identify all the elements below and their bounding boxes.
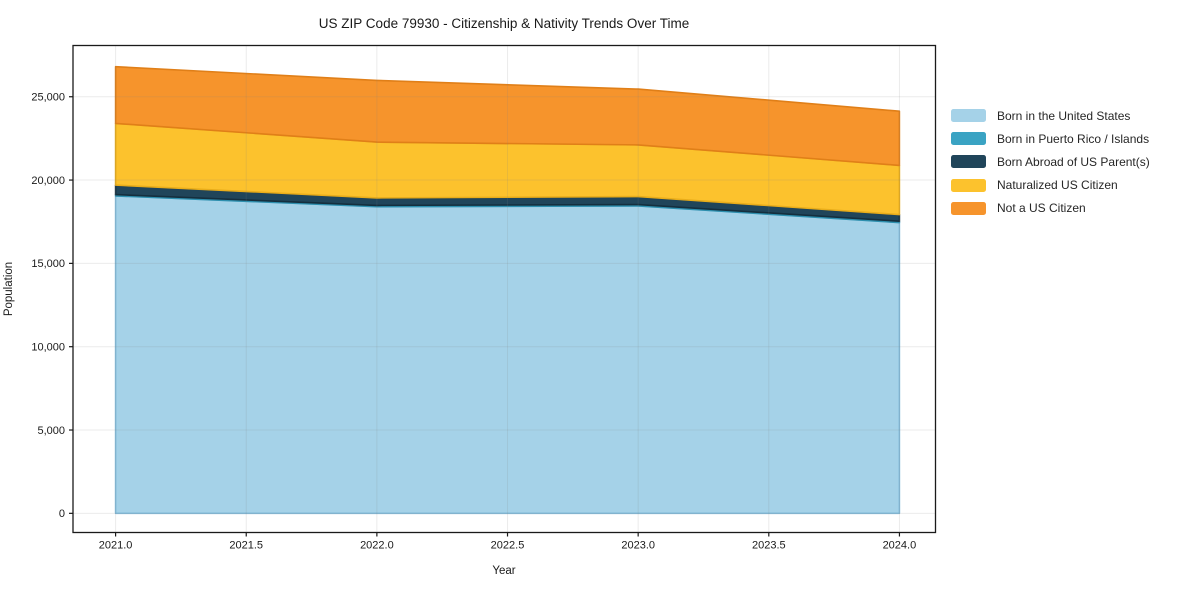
- legend-swatch-icon: [951, 132, 986, 146]
- legend-label: Born in the United States: [997, 108, 1131, 123]
- y-tick-label: 5,000: [37, 425, 65, 437]
- legend-swatch-icon: [951, 109, 986, 123]
- x-tick-label: 2021.0: [99, 540, 133, 552]
- x-tick-label: 2021.5: [229, 540, 263, 552]
- legend-item-naturalized-us-citizen: Naturalized US Citizen: [951, 174, 1150, 197]
- legend-item-born-in-the-united-states: Born in the United States: [951, 104, 1150, 127]
- y-tick-label: 0: [59, 508, 65, 520]
- y-tick-label: 20,000: [31, 175, 65, 187]
- legend: Born in the United States Born in Puerto …: [951, 104, 1150, 220]
- legend-label: Naturalized US Citizen: [997, 178, 1118, 193]
- y-tick-label: 25,000: [31, 92, 65, 104]
- legend-swatch-icon: [951, 201, 986, 215]
- x-tick-label: 2022.0: [360, 540, 394, 552]
- x-tick-label: 2023.5: [752, 540, 786, 552]
- chart-title: US ZIP Code 79930 - Citizenship & Nativi…: [318, 16, 690, 31]
- legend-label: Born Abroad of US Parent(s): [997, 154, 1150, 169]
- legend-item-born-in-puerto-rico-islands: Born in Puerto Rico / Islands: [951, 127, 1150, 150]
- plot-border: [72, 44, 937, 534]
- x-tick-label: 2022.5: [491, 540, 525, 552]
- legend-label: Not a US Citizen: [997, 201, 1086, 216]
- y-tick-label: 10,000: [31, 342, 65, 354]
- x-axis-label: Year: [492, 565, 516, 577]
- legend-swatch-icon: [951, 178, 986, 192]
- x-tick-label: 2024.0: [883, 540, 917, 552]
- x-tick-label: 2023.0: [621, 540, 655, 552]
- legend-swatch-icon: [951, 155, 986, 169]
- legend-item-born-abroad-of-us-parent-s: Born Abroad of US Parent(s): [951, 150, 1150, 173]
- y-axis-label: Population: [3, 261, 15, 317]
- area-not-a-us-citizen: [114, 65, 901, 167]
- legend-item-not-a-us-citizen: Not a US Citizen: [951, 197, 1150, 220]
- y-tick-label: 15,000: [31, 258, 65, 270]
- legend-label: Born in Puerto Rico / Islands: [997, 131, 1150, 146]
